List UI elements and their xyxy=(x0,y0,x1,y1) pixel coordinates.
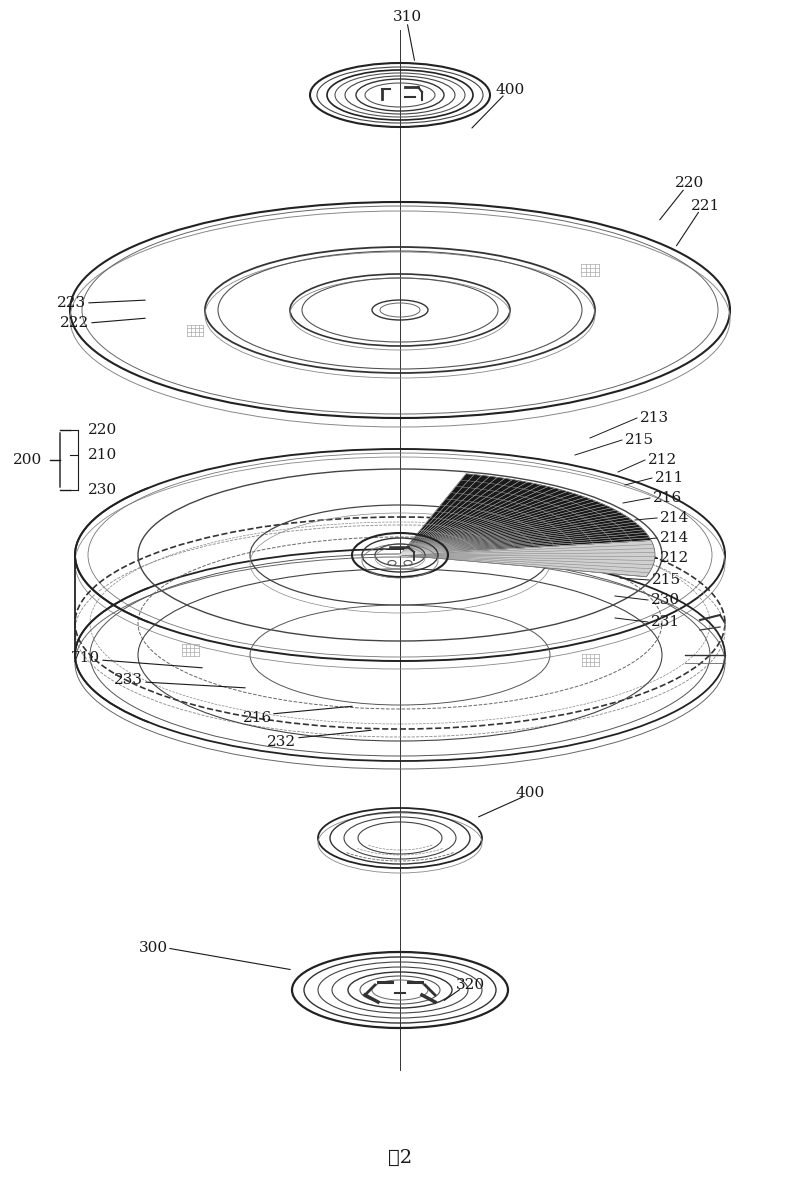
Text: 212: 212 xyxy=(660,551,690,565)
Text: 400: 400 xyxy=(495,83,525,97)
Text: 231: 231 xyxy=(651,615,680,628)
Text: 320: 320 xyxy=(455,978,485,992)
Text: 232: 232 xyxy=(267,735,297,749)
Polygon shape xyxy=(400,474,651,555)
Text: 214: 214 xyxy=(660,531,690,545)
Text: 220: 220 xyxy=(675,176,705,190)
Text: 220: 220 xyxy=(88,423,118,437)
Text: 230: 230 xyxy=(88,484,117,497)
Text: 214: 214 xyxy=(660,511,690,525)
Text: 300: 300 xyxy=(138,941,167,955)
Text: 200: 200 xyxy=(14,452,42,467)
Text: 400: 400 xyxy=(515,786,545,800)
Text: 图2: 图2 xyxy=(388,1149,412,1167)
Text: 212: 212 xyxy=(648,452,678,467)
Text: 213: 213 xyxy=(640,411,669,425)
Text: 221: 221 xyxy=(691,199,721,213)
Text: 216: 216 xyxy=(243,711,273,725)
Text: 230: 230 xyxy=(651,593,680,607)
Text: 222: 222 xyxy=(60,316,90,330)
Text: 216: 216 xyxy=(653,491,682,505)
Text: 210: 210 xyxy=(88,448,118,462)
Text: 223: 223 xyxy=(58,296,86,310)
Text: 215: 215 xyxy=(625,433,654,446)
Text: 233: 233 xyxy=(114,673,142,687)
Text: 310: 310 xyxy=(393,10,422,24)
Text: 215: 215 xyxy=(652,573,681,587)
Polygon shape xyxy=(400,540,655,577)
Text: 211: 211 xyxy=(655,470,684,485)
Text: 710: 710 xyxy=(70,651,99,666)
